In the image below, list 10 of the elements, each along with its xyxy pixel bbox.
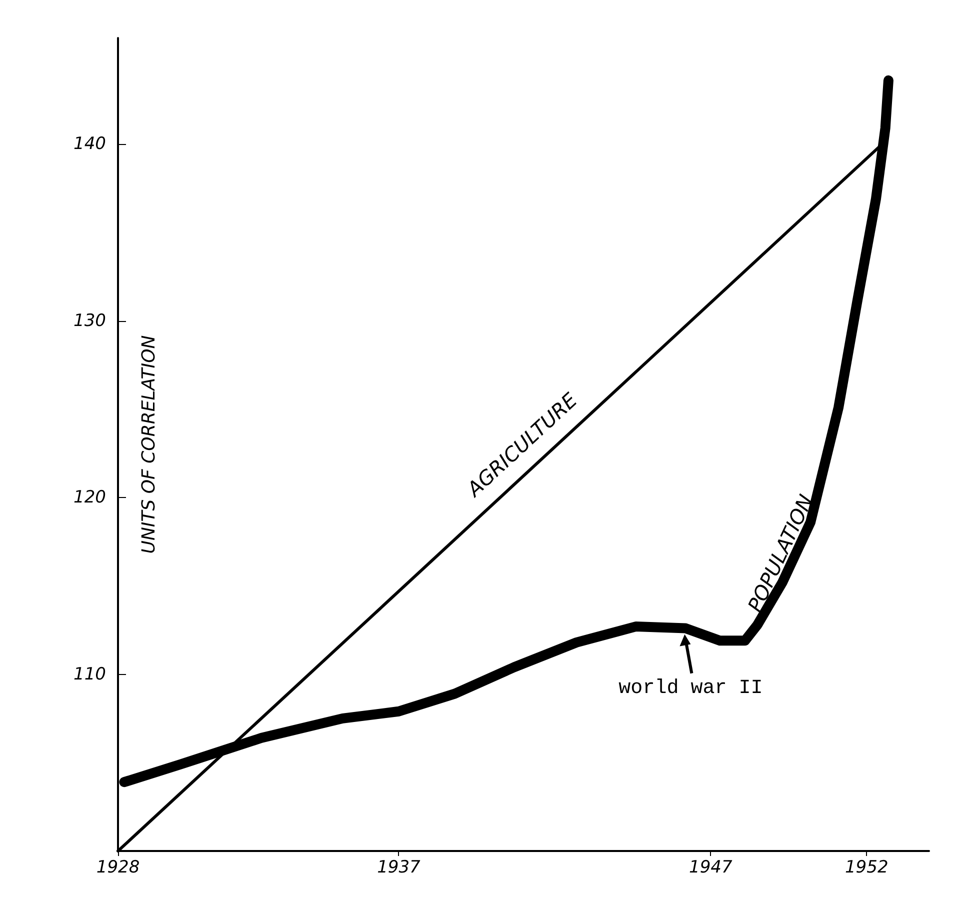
x-tick-label: 1952: [844, 858, 888, 878]
y-tick-label: 140: [74, 134, 106, 154]
x-tick-label: 1947: [689, 858, 732, 878]
y-tick-label: 110: [74, 664, 106, 684]
y-tick-label: 120: [74, 488, 106, 508]
y-tick-label: 130: [74, 310, 106, 331]
y-axis-title: UNITS OF CORRELATION: [138, 335, 160, 554]
x-tick-label: 1937: [377, 858, 421, 878]
annotation: world war II: [618, 676, 763, 700]
x-tick-label: 1928: [96, 858, 140, 878]
